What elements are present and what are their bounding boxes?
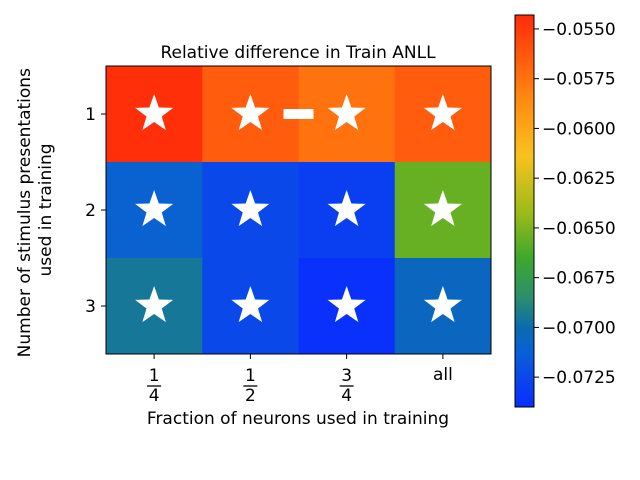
colorbar-tick-label: −0.0625	[542, 169, 616, 189]
star-marker	[135, 94, 174, 131]
x-tick-numerator: 3	[341, 366, 352, 386]
x-tick-label: all	[433, 365, 453, 385]
star-marker	[423, 94, 462, 131]
x-tick-denominator: 2	[245, 386, 256, 406]
star-marker	[135, 190, 174, 227]
y-axis-label-line-1: Number of stimulus presentations	[15, 68, 35, 357]
star-marker	[423, 286, 462, 323]
star-marker	[231, 286, 270, 323]
colorbar-tick-label: −0.0600	[542, 119, 616, 139]
y-axis-label: Number of stimulus presentations used in…	[15, 63, 56, 358]
star-marker	[423, 190, 462, 227]
colorbar-tick-label: −0.0550	[542, 20, 616, 40]
y-tick-label: 3	[85, 297, 96, 317]
x-axis-label: Fraction of neurons used in training	[147, 409, 449, 429]
star-marker	[327, 190, 366, 227]
colorbar	[514, 14, 535, 408]
colorbar-ticks: −0.0550 −0.0575 −0.0600 −0.0625 −0.0650 −0.06…	[534, 20, 616, 388]
colorbar-tick-label: −0.0650	[542, 219, 616, 239]
star-marker	[327, 286, 366, 323]
colorbar-tick-label: −0.0675	[542, 269, 616, 289]
x-tick-numerator: 1	[149, 366, 160, 386]
x-tick-numerator: 1	[245, 366, 256, 386]
colorbar-tick-label: −0.0575	[542, 70, 616, 90]
star-marker	[231, 190, 270, 227]
heatmap-markers	[135, 94, 462, 323]
x-tick-denominator: 4	[341, 386, 352, 406]
y-tick-label: 2	[85, 201, 96, 221]
colorbar-tick-label: −0.0700	[542, 318, 616, 338]
star-marker	[231, 94, 270, 131]
x-tick-denominator: 4	[149, 386, 160, 406]
chart-title: Relative difference in Train ANLL	[160, 43, 436, 63]
colorbar-tick-label: −0.0725	[542, 368, 616, 388]
dash-marker	[283, 109, 314, 119]
y-ticks: 1 2 3	[85, 105, 106, 317]
y-tick-label: 1	[85, 105, 96, 125]
star-marker	[327, 94, 366, 131]
star-marker	[135, 286, 174, 323]
y-axis-label-line-2: used in training	[36, 143, 56, 276]
